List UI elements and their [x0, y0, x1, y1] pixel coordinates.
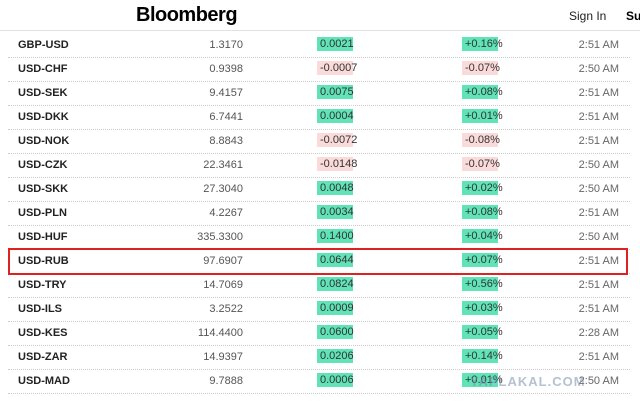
change: 0.0009	[317, 301, 354, 315]
pair-name: USD-SEK	[18, 87, 68, 99]
time: 2:51 AM	[578, 135, 619, 147]
logo[interactable]: Bloomberg	[136, 4, 238, 26]
pair-name: USD-RUB	[18, 255, 69, 267]
percent-change: +0.03%	[462, 301, 503, 315]
percent-change: +0.02%	[462, 181, 503, 195]
table-row[interactable]: USD-PLN 4.2267 0.0034 +0.08% 2:51 AM	[8, 201, 630, 226]
table-row[interactable]: USD-MAD 9.7888 0.0006 +0.01% 2:50 AM	[8, 369, 630, 394]
change: 0.0206	[317, 349, 354, 363]
price: 335.3300	[197, 231, 243, 243]
price: 114.4400	[197, 327, 243, 339]
percent-change: +0.56%	[462, 277, 503, 291]
table-row[interactable]: USD-CHF 0.9398 -0.0007 -0.07% 2:50 AM	[8, 57, 630, 82]
pair-name: USD-CZK	[18, 159, 68, 171]
table-row[interactable]: USD-DKK 6.7441 0.0004 +0.01% 2:51 AM	[8, 105, 630, 130]
pair-name: USD-KES	[18, 327, 68, 339]
price: 22.3461	[203, 159, 243, 171]
time: 2:50 AM	[578, 183, 619, 195]
percent-change: +0.14%	[462, 349, 503, 363]
price: 6.7441	[209, 111, 243, 123]
time: 2:51 AM	[578, 351, 619, 363]
percent-change: -0.08%	[462, 133, 500, 147]
pair-name: USD-HUF	[18, 231, 68, 243]
time: 2:51 AM	[578, 39, 619, 51]
time: 2:51 AM	[578, 207, 619, 219]
price: 27.3040	[203, 183, 243, 195]
price: 1.3170	[209, 39, 243, 51]
table-row[interactable]: GBP-USD 1.3170 0.0021 +0.16% 2:51 AM	[8, 33, 630, 58]
pair-name: GBP-USD	[18, 39, 69, 51]
percent-change: +0.08%	[462, 205, 503, 219]
change: -0.0072	[317, 133, 357, 147]
time: 2:51 AM	[578, 255, 619, 267]
percent-change: +0.16%	[462, 37, 503, 51]
change: -0.0148	[317, 157, 357, 171]
change: 0.0600	[317, 325, 354, 339]
price: 0.9398	[209, 63, 243, 75]
pair-name: USD-NOK	[18, 135, 70, 147]
time: 2:50 AM	[578, 63, 619, 75]
price: 97.6907	[203, 255, 243, 267]
change: -0.0007	[317, 61, 357, 75]
price: 4.2267	[209, 207, 243, 219]
table-row[interactable]: USD-CZK 22.3461 -0.0148 -0.07% 2:50 AM	[8, 153, 630, 178]
pair-name: USD-CHF	[18, 63, 68, 75]
percent-change: +0.04%	[462, 229, 503, 243]
percent-change: +0.01%	[462, 373, 503, 387]
price: 3.2522	[209, 303, 243, 315]
subscribe[interactable]: Su	[626, 9, 640, 23]
price: 14.7069	[203, 279, 243, 291]
change: 0.0006	[317, 373, 354, 387]
header: Bloomberg Sign In Su	[0, 0, 640, 31]
change: 0.0021	[317, 37, 354, 51]
time: 2:51 AM	[578, 87, 619, 99]
table-row[interactable]: USD-KES 114.4400 0.0600 +0.05% 2:28 AM	[8, 321, 630, 346]
watermark: YAPLAKAL.COM	[470, 374, 586, 389]
percent-change: -0.07%	[462, 157, 500, 171]
percent-change: +0.08%	[462, 85, 503, 99]
time: 2:50 AM	[578, 375, 619, 387]
table-row[interactable]: USD-TRY 14.7069 0.0824 +0.56% 2:51 AM	[8, 273, 630, 298]
percent-change: +0.07%	[462, 253, 503, 267]
time: 2:28 AM	[578, 327, 619, 339]
change: 0.0034	[317, 205, 354, 219]
pair-name: USD-DKK	[18, 111, 69, 123]
percent-change: +0.05%	[462, 325, 503, 339]
table-row[interactable]: USD-ZAR 14.9397 0.0206 +0.14% 2:51 AM	[8, 345, 630, 370]
price: 14.9397	[203, 351, 243, 363]
table-row[interactable]: USD-ILS 3.2522 0.0009 +0.03% 2:51 AM	[8, 297, 630, 322]
percent-change: -0.07%	[462, 61, 500, 75]
pair-name: USD-TRY	[18, 279, 67, 291]
change: 0.0075	[317, 85, 354, 99]
time: 2:51 AM	[578, 279, 619, 291]
price: 9.4157	[209, 87, 243, 99]
pair-name: USD-ZAR	[18, 351, 68, 363]
pair-name: USD-PLN	[18, 207, 67, 219]
change: 0.1400	[317, 229, 354, 243]
change: 0.0004	[317, 109, 354, 123]
table-row[interactable]: USD-HUF 335.3300 0.1400 +0.04% 2:50 AM	[8, 225, 630, 250]
highlight-box	[8, 248, 628, 275]
change: 0.0048	[317, 181, 354, 195]
time: 2:50 AM	[578, 159, 619, 171]
pair-name: USD-MAD	[18, 375, 70, 387]
percent-change: +0.01%	[462, 109, 503, 123]
change: 0.0824	[317, 277, 354, 291]
time: 2:51 AM	[578, 303, 619, 315]
pair-name: USD-ILS	[18, 303, 62, 315]
price: 9.7888	[209, 375, 243, 387]
change: 0.0644	[317, 253, 354, 267]
table-row[interactable]: USD-NOK 8.8843 -0.0072 -0.08% 2:51 AM	[8, 129, 630, 154]
time: 2:51 AM	[578, 111, 619, 123]
table-row[interactable]: USD-SKK 27.3040 0.0048 +0.02% 2:50 AM	[8, 177, 630, 202]
price: 8.8843	[209, 135, 243, 147]
sign-in[interactable]: Sign In	[569, 9, 607, 23]
pair-name: USD-SKK	[18, 183, 69, 195]
time: 2:50 AM	[578, 231, 619, 243]
table-row[interactable]: USD-SEK 9.4157 0.0075 +0.08% 2:51 AM	[8, 81, 630, 106]
